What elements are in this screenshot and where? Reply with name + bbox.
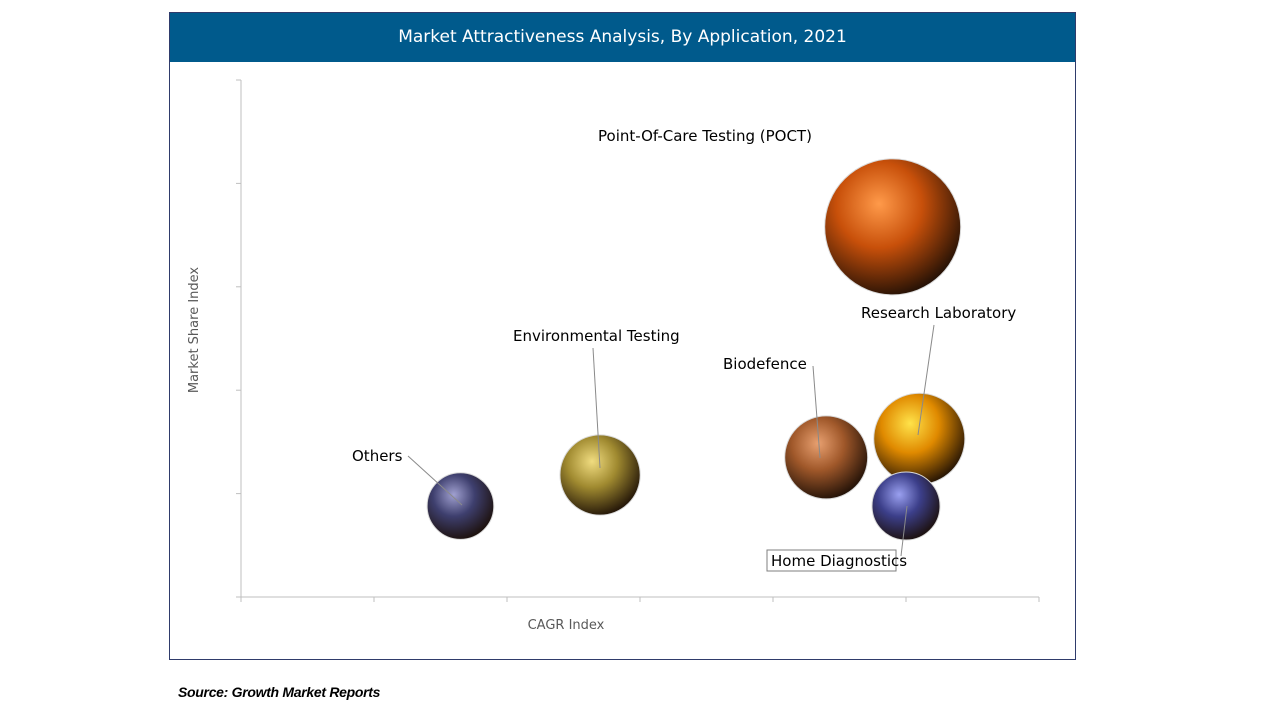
bubble-point-of-care-testing-poct- bbox=[824, 158, 962, 296]
leader-line bbox=[812, 365, 821, 459]
axes bbox=[236, 79, 1040, 602]
label-box bbox=[766, 549, 897, 572]
leader-line bbox=[900, 505, 908, 557]
bubble-label: Others bbox=[352, 447, 403, 465]
chart-title-bar: Market Attractiveness Analysis, By Appli… bbox=[170, 13, 1075, 62]
chart-title: Market Attractiveness Analysis, By Appli… bbox=[398, 27, 847, 47]
bubble-others bbox=[426, 472, 495, 540]
leader-line bbox=[592, 347, 601, 469]
leader-line bbox=[917, 324, 935, 436]
x-axis-label: CAGR Index bbox=[528, 618, 605, 633]
bubble-label: Biodefence bbox=[723, 355, 807, 373]
bubble-biodefence bbox=[784, 415, 869, 500]
bubble-label: Environmental Testing bbox=[513, 327, 680, 345]
chart-frame: Market Attractiveness Analysis, By Appli… bbox=[169, 12, 1076, 660]
bubble-label: Home Diagnostics bbox=[771, 552, 907, 570]
source-note: Source: Growth Market Reports bbox=[178, 684, 381, 700]
bubble-label: Point-Of-Care Testing (POCT) bbox=[598, 127, 812, 145]
bubbles bbox=[426, 158, 966, 541]
y-axis-label: Market Share Index bbox=[187, 267, 202, 394]
leader-line bbox=[407, 455, 463, 506]
bubble-labels: Point-Of-Care Testing (POCT) Research Lab… bbox=[352, 127, 1016, 572]
bubble-home-diagnostics bbox=[871, 471, 941, 541]
bubble-label: Research Laboratory bbox=[861, 304, 1016, 322]
bubble-environmental-testing bbox=[559, 434, 641, 516]
bubble-research-laboratory bbox=[873, 392, 966, 485]
